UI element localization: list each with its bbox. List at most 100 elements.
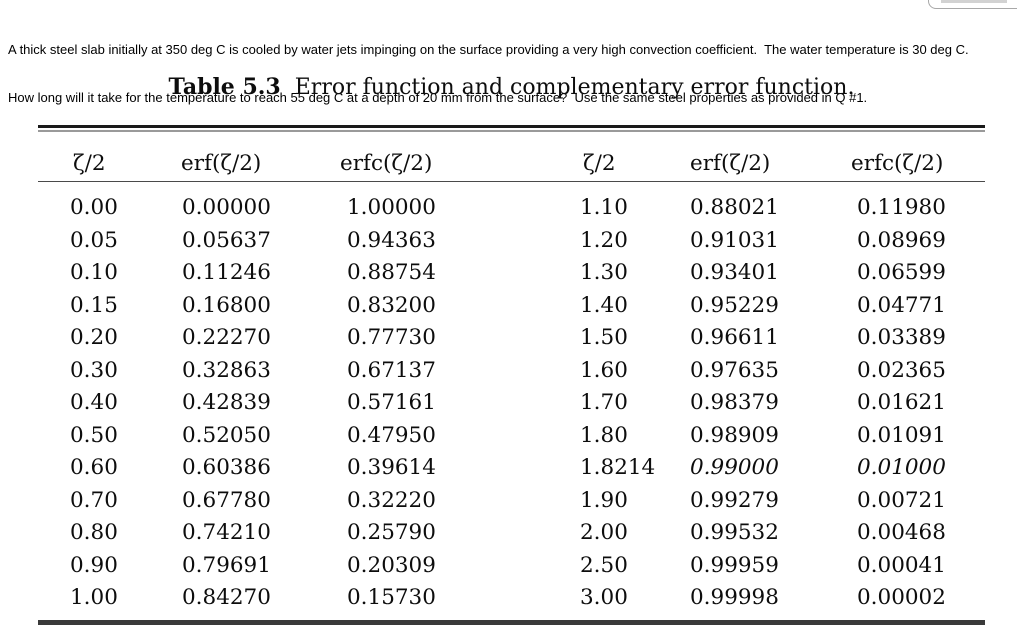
table-cell: 0.20 [70, 325, 118, 351]
table-caption: Error function and complementary error f… [294, 75, 855, 100]
table-row: 1.00 0.84270 0.15730 3.00 0.99998 0.00002 [38, 582, 985, 615]
table-cell: 0.02365 [857, 357, 946, 383]
table-cell: 0.04771 [857, 292, 946, 318]
table-cell: 0.15 [70, 292, 118, 318]
table-cell: 1.00 [70, 585, 118, 611]
table-cell: 0.79691 [182, 552, 271, 578]
table-cell: 0.40 [70, 390, 118, 416]
table-cell: 1.80 [580, 422, 628, 448]
table-cell: 0.98909 [690, 422, 779, 448]
table-cell: 0.94363 [347, 227, 436, 253]
table-cell: 1.8214 [580, 455, 656, 481]
table-cell: 0.74210 [182, 520, 271, 546]
table-cell: 0.99279 [690, 487, 779, 513]
partial-popup-fragment[interactable] [928, 0, 1017, 9]
table-cell: 0.95229 [690, 292, 779, 318]
table-row: 0.60 0.60386 0.39614 1.8214 0.99000 0.01000 [38, 452, 985, 485]
table-cell: 0.84270 [182, 585, 271, 611]
table-cell: 0.01621 [857, 390, 946, 416]
table-cell: 1.20 [580, 227, 628, 253]
table-top-rule-thin [38, 130, 985, 132]
table-cell: 0.67137 [347, 357, 436, 383]
table-cell: 0.22270 [182, 325, 271, 351]
problem-statement: A thick steel slab initially at 350 deg … [8, 10, 1010, 138]
table-header-row: ζ/2 erf(ζ/2) erfc(ζ/2) ζ/2 erf(ζ/2) erfc(ζ/2) [38, 132, 985, 181]
table-cell: 0.16800 [182, 292, 271, 318]
table-cell: 0.88754 [347, 260, 436, 286]
table-cell: 0.50 [70, 422, 118, 448]
table-cell: 0.52050 [182, 422, 271, 448]
table-row: 0.05 0.05637 0.94363 1.20 0.91031 0.08969 [38, 224, 985, 257]
table-label: Table 5.3 [168, 74, 281, 100]
table-row: 0.30 0.32863 0.67137 1.60 0.97635 0.02365 [38, 354, 985, 387]
table-top-rule-thick [38, 125, 985, 128]
table-cell: 1.40 [580, 292, 628, 318]
table-cell: 0.00721 [857, 487, 946, 513]
table-cell: 0.25790 [347, 520, 436, 546]
table-cell: 0.00000 [182, 195, 271, 221]
header-cell: erf(ζ/2) [181, 150, 262, 176]
table-cell: 3.00 [580, 585, 628, 611]
table-cell: 0.60 [70, 455, 118, 481]
table-cell: 0.97635 [690, 357, 779, 383]
table-row: 0.15 0.16800 0.83200 1.40 0.95229 0.04771 [38, 289, 985, 322]
table-cell: 0.70 [70, 487, 118, 513]
table-cell: 2.00 [580, 520, 628, 546]
table-cell: 0.00468 [857, 520, 946, 546]
table-cell: 0.05 [70, 227, 118, 253]
table-row: 0.00 0.00000 1.00000 1.10 0.88021 0.11980 [38, 192, 985, 225]
table-cell: 0.15730 [347, 585, 436, 611]
table-cell: 1.30 [580, 260, 628, 286]
table-cell: 1.10 [580, 195, 628, 221]
table-row: 0.80 0.74210 0.25790 2.00 0.99532 0.00468 [38, 517, 985, 550]
table-cell: 0.83200 [347, 292, 436, 318]
table-cell: 0.01091 [857, 422, 946, 448]
table-cell: 0.00002 [857, 585, 946, 611]
table-cell: 0.00041 [857, 552, 946, 578]
popup-gray-bar [941, 0, 1007, 3]
table-title: Table 5.3 Error function and complementa… [38, 74, 985, 100]
table-cell: 0.32220 [347, 487, 436, 513]
table-cell: 0.03389 [857, 325, 946, 351]
table-cell: 0.96611 [690, 325, 779, 351]
table-body: 0.00 0.00000 1.00000 1.10 0.88021 0.11980 0.05… [38, 182, 985, 615]
header-cell: erfc(ζ/2) [340, 150, 433, 176]
table-row: 0.50 0.52050 0.47950 1.80 0.98909 0.01091 [38, 419, 985, 452]
table-cell: 0.67780 [182, 487, 271, 513]
table-cell: 0.30 [70, 357, 118, 383]
table-cell: 0.32863 [182, 357, 271, 383]
table-row: 0.20 0.22270 0.77730 1.50 0.96611 0.03389 [38, 322, 985, 355]
table-cell: 0.10 [70, 260, 118, 286]
table-cell: 1.00000 [347, 195, 436, 221]
table-bottom-rule [38, 620, 985, 625]
table-cell: 0.06599 [857, 260, 946, 286]
table-cell: 0.11246 [182, 260, 271, 286]
table-cell: 0.93401 [690, 260, 779, 286]
problem-line-1: A thick steel slab initially at 350 deg … [8, 42, 969, 57]
table-cell: 0.11980 [857, 195, 946, 221]
problem-line-2: How long will it take for the temperatur… [8, 90, 868, 105]
table-cell: 0.01000 [857, 455, 946, 481]
table-cell: 1.60 [580, 357, 628, 383]
table-row: 0.90 0.79691 0.20309 2.50 0.99959 0.00041 [38, 549, 985, 582]
table-cell: 1.70 [580, 390, 628, 416]
table-cell: 0.60386 [182, 455, 271, 481]
table-cell: 1.50 [580, 325, 628, 351]
table-cell: 0.99000 [690, 455, 779, 481]
header-cell: ζ/2 [73, 150, 106, 176]
table-cell: 0.05637 [182, 227, 271, 253]
table-cell: 0.90 [70, 552, 118, 578]
table-cell: 0.98379 [690, 390, 779, 416]
table-cell: 1.90 [580, 487, 628, 513]
table-cell: 0.47950 [347, 422, 436, 448]
error-function-table: ζ/2 erf(ζ/2) erfc(ζ/2) ζ/2 erf(ζ/2) erfc(ζ/2)… [38, 125, 985, 625]
table-cell: 0.99998 [690, 585, 779, 611]
table-cell: 2.50 [580, 552, 628, 578]
table-cell: 0.00 [70, 195, 118, 221]
table-header-rule [38, 180, 985, 182]
header-cell: erf(ζ/2) [690, 150, 771, 176]
table-cell: 0.88021 [690, 195, 779, 221]
table-cell: 0.99959 [690, 552, 779, 578]
table-cell: 0.57161 [347, 390, 436, 416]
